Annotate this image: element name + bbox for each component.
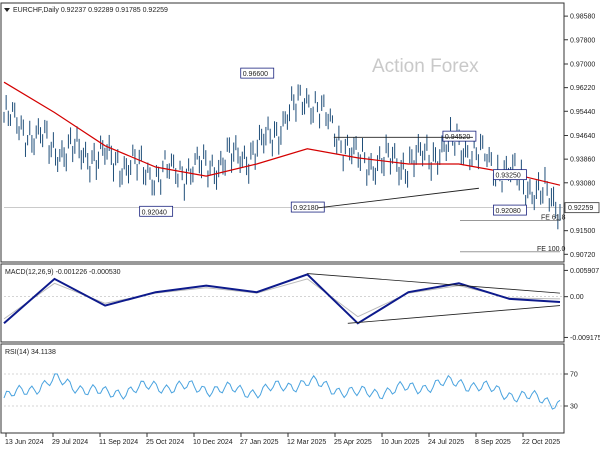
annotation-box (442, 130, 477, 142)
x-tick-label: 13 Jun 2024 (5, 439, 44, 446)
x-tick-label: 24 Jul 2025 (428, 439, 464, 446)
macd-y-tick-label: -0.009175 (570, 335, 600, 342)
annotation-label: 0.96600 (243, 71, 268, 78)
price-y-tick-label: 0.98580 (570, 14, 595, 21)
fib-label-2: FE 100.0 (537, 246, 566, 253)
price-title: EURCHF,Daily 0.92237 0.92289 0.91785 0.9… (13, 7, 168, 14)
rsi-line (3, 373, 561, 410)
price-layer: 0.966000.920400.921800.945200.932500.920… (3, 67, 566, 253)
dropdown-arrow-icon[interactable] (4, 8, 10, 12)
x-tick-label: 29 Jul 2024 (52, 439, 88, 446)
macd-trend-lower (347, 305, 561, 324)
price-y-tick-label: 0.93080 (570, 180, 595, 187)
support-line (317, 187, 479, 209)
price-panel-frame (0, 2, 565, 263)
x-tick-label: 25 Oct 2024 (146, 439, 184, 446)
x-tick-label: 12 Mar 2025 (287, 439, 326, 446)
annotation-label: 0.92180 (293, 205, 318, 212)
price-y-tick-label: 0.90720 (570, 252, 595, 259)
x-tick-label: 8 Sep 2025 (475, 439, 511, 446)
rsi-panel-frame (0, 343, 565, 434)
price-y-tick-label: 0.93860 (570, 157, 595, 164)
fib-label-1: FE 61.8 (541, 214, 566, 221)
x-tick-label: 10 Dec 2024 (193, 439, 233, 446)
rsi-layer (3, 373, 564, 410)
watermark: Action Forex (372, 56, 479, 77)
x-tick-label: 11 Sep 2024 (99, 439, 138, 446)
macd-y-tick-label: 0.00 (570, 294, 584, 301)
annotation-box (139, 205, 174, 217)
signal-line (3, 278, 561, 320)
price-y-tick-label: 0.97800 (570, 37, 595, 44)
current-price-label: 0.92259 (568, 205, 593, 212)
macd-trend-upper (307, 273, 561, 294)
macd-y-tick-label: 0.005907 (570, 268, 599, 275)
rsi-y-tick-label: 70 (570, 372, 578, 379)
rsi-y-tick-label: 30 (570, 404, 578, 411)
price-y-tick-label: 0.97000 (570, 62, 595, 69)
annotation-box (493, 169, 527, 181)
x-tick-label: 27 Jan 2025 (240, 439, 279, 446)
annotation-label: 0.92040 (142, 209, 167, 216)
macd-title: MACD(12,26,9) -0.001226 -0.000530 (5, 269, 121, 276)
current-price-box (564, 202, 600, 214)
annotation-box (240, 67, 275, 79)
annotation-label: 0.93250 (495, 173, 520, 180)
rsi-title: RSI(14) 34.1138 (5, 349, 56, 356)
x-tick-label: 10 Jun 2025 (381, 439, 420, 446)
price-y-tick-label: 0.96220 (570, 85, 595, 92)
annotation-box (493, 204, 527, 216)
annotation-label: 0.92080 (495, 208, 520, 215)
macd-layer (3, 273, 564, 325)
price-y-tick-label: 0.91500 (570, 228, 595, 235)
price-y-tick-label: 0.95440 (570, 109, 595, 116)
x-tick-label: 22 Oct 2025 (522, 439, 560, 446)
price-y-tick-label: 0.94640 (570, 133, 595, 140)
macd-panel-frame (0, 263, 565, 343)
axis-layer: 0.98580 0.97800 0.97000 0.96220 0.95440 0.946… (5, 14, 600, 446)
moving-average-line (3, 81, 561, 186)
x-tick-label: 25 Apr 2025 (334, 439, 372, 446)
